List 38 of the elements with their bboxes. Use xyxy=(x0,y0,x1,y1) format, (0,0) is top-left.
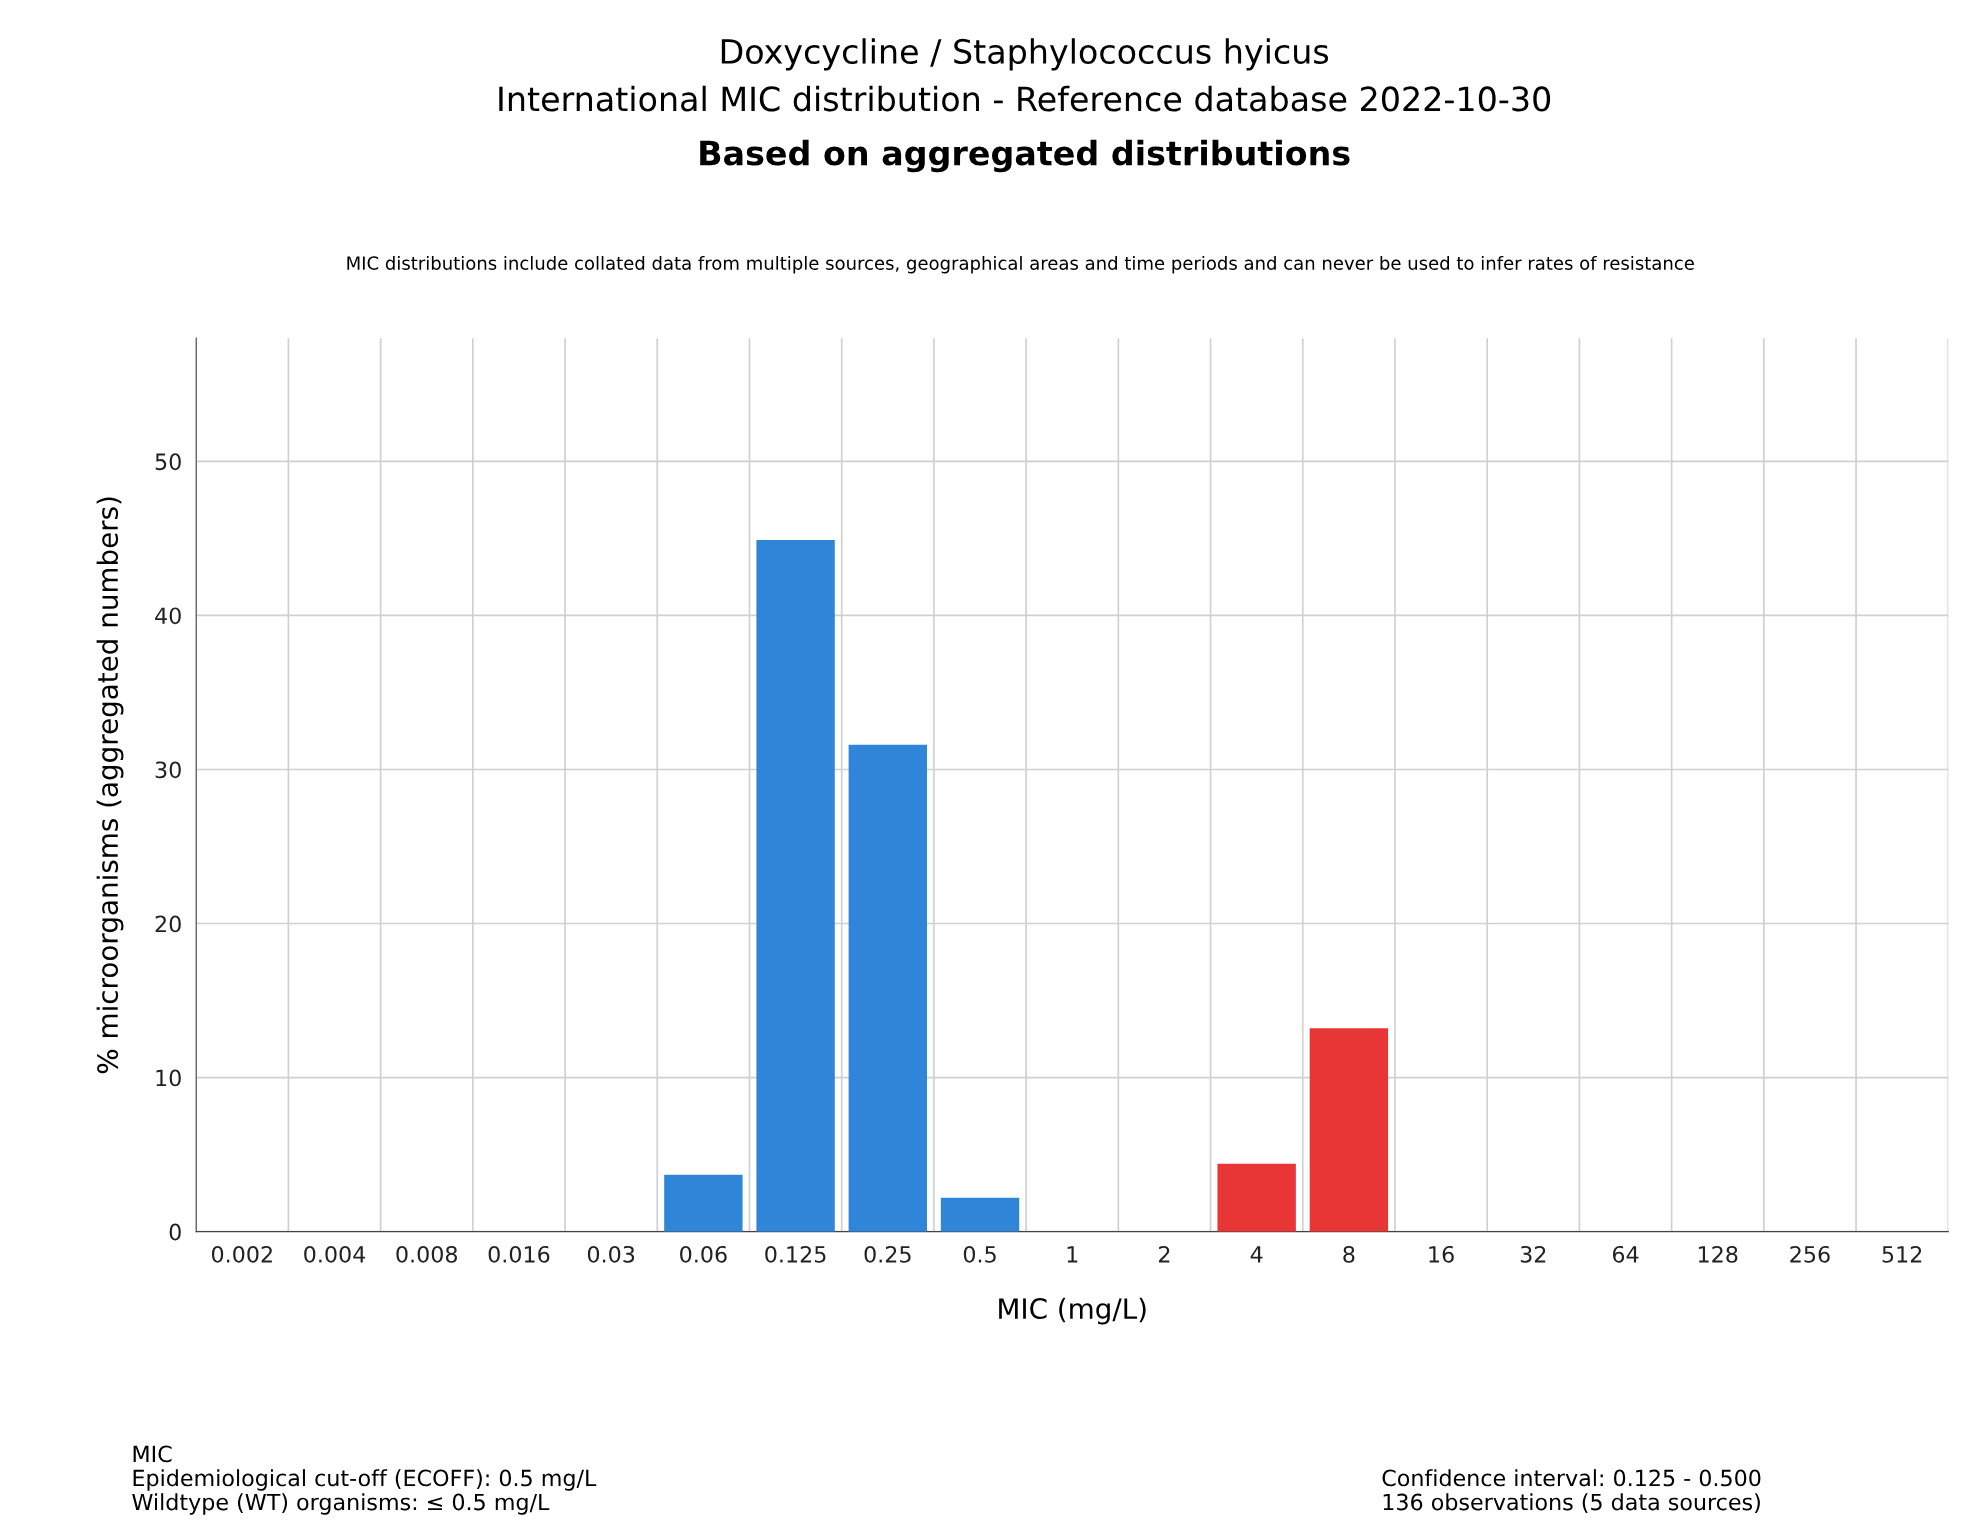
x-tick-label: 2 xyxy=(1159,1245,1170,1263)
y-tick-label: 20 xyxy=(155,915,181,933)
x-tick-label: 0.002 xyxy=(211,1245,272,1263)
bar xyxy=(1309,1028,1389,1232)
x-tick-label: 0.5 xyxy=(963,1245,996,1263)
bar xyxy=(848,744,927,1232)
text: Confidence interval: 0.125 - 0.500 136 observations (5 data sources) xyxy=(1382,1469,1761,1514)
y-tick-label: 10 xyxy=(156,1069,181,1087)
x-tick-label: 512 xyxy=(1882,1245,1922,1263)
x-tick-label: 0.06 xyxy=(680,1245,727,1263)
y-axis-title: % microorganisms (aggregated numbers) xyxy=(96,497,124,1074)
chart-title: Doxycycline / Staphylococcus hyicus International MIC distribution - Reference database 2022-10-30 xyxy=(499,38,1551,112)
x-tick-label: 4 xyxy=(1250,1246,1263,1263)
bar xyxy=(664,1174,743,1232)
x-tick-label: 0.03 xyxy=(587,1245,635,1263)
y-tick-label: 50 xyxy=(155,453,181,471)
x-tick-label: 0.004 xyxy=(304,1245,366,1263)
x-tick-label: 256 xyxy=(1790,1245,1830,1263)
text: MIC distributions include collated data from multiple sources, geographical areas and time periods and can never be used to infer rates of resistance xyxy=(347,255,1694,274)
y-tick-label: 30 xyxy=(155,761,181,779)
x-tick-label: 128 xyxy=(1698,1245,1738,1263)
x-tick-label: 0.125 xyxy=(765,1245,826,1263)
x-tick-label: 0.008 xyxy=(396,1245,458,1263)
text: MIC Epidemiological cut-off (ECOFF): 0.5 mg/L Wildtype (WT) organisms: ≤ 0.5 mg/L xyxy=(132,1445,597,1515)
x-tick-label: 0.016 xyxy=(488,1245,550,1263)
chart-subtitle: Based on aggregated distributions xyxy=(700,139,1350,173)
x-tick-label: 16 xyxy=(1429,1245,1454,1263)
bar xyxy=(1217,1163,1296,1232)
y-tick-label: 40 xyxy=(155,607,181,625)
y-tick-label: 0 xyxy=(169,1223,181,1241)
bar xyxy=(940,1197,1020,1232)
x-tick-label: 1 xyxy=(1067,1246,1078,1263)
x-tick-label: 32 xyxy=(1520,1245,1546,1263)
x-tick-label: 64 xyxy=(1612,1245,1639,1263)
x-tick-label: 8 xyxy=(1343,1245,1355,1263)
x-tick-label: 0.25 xyxy=(864,1245,911,1263)
bar xyxy=(756,539,835,1232)
x-axis-title: MIC (mg/L) xyxy=(999,1297,1146,1325)
